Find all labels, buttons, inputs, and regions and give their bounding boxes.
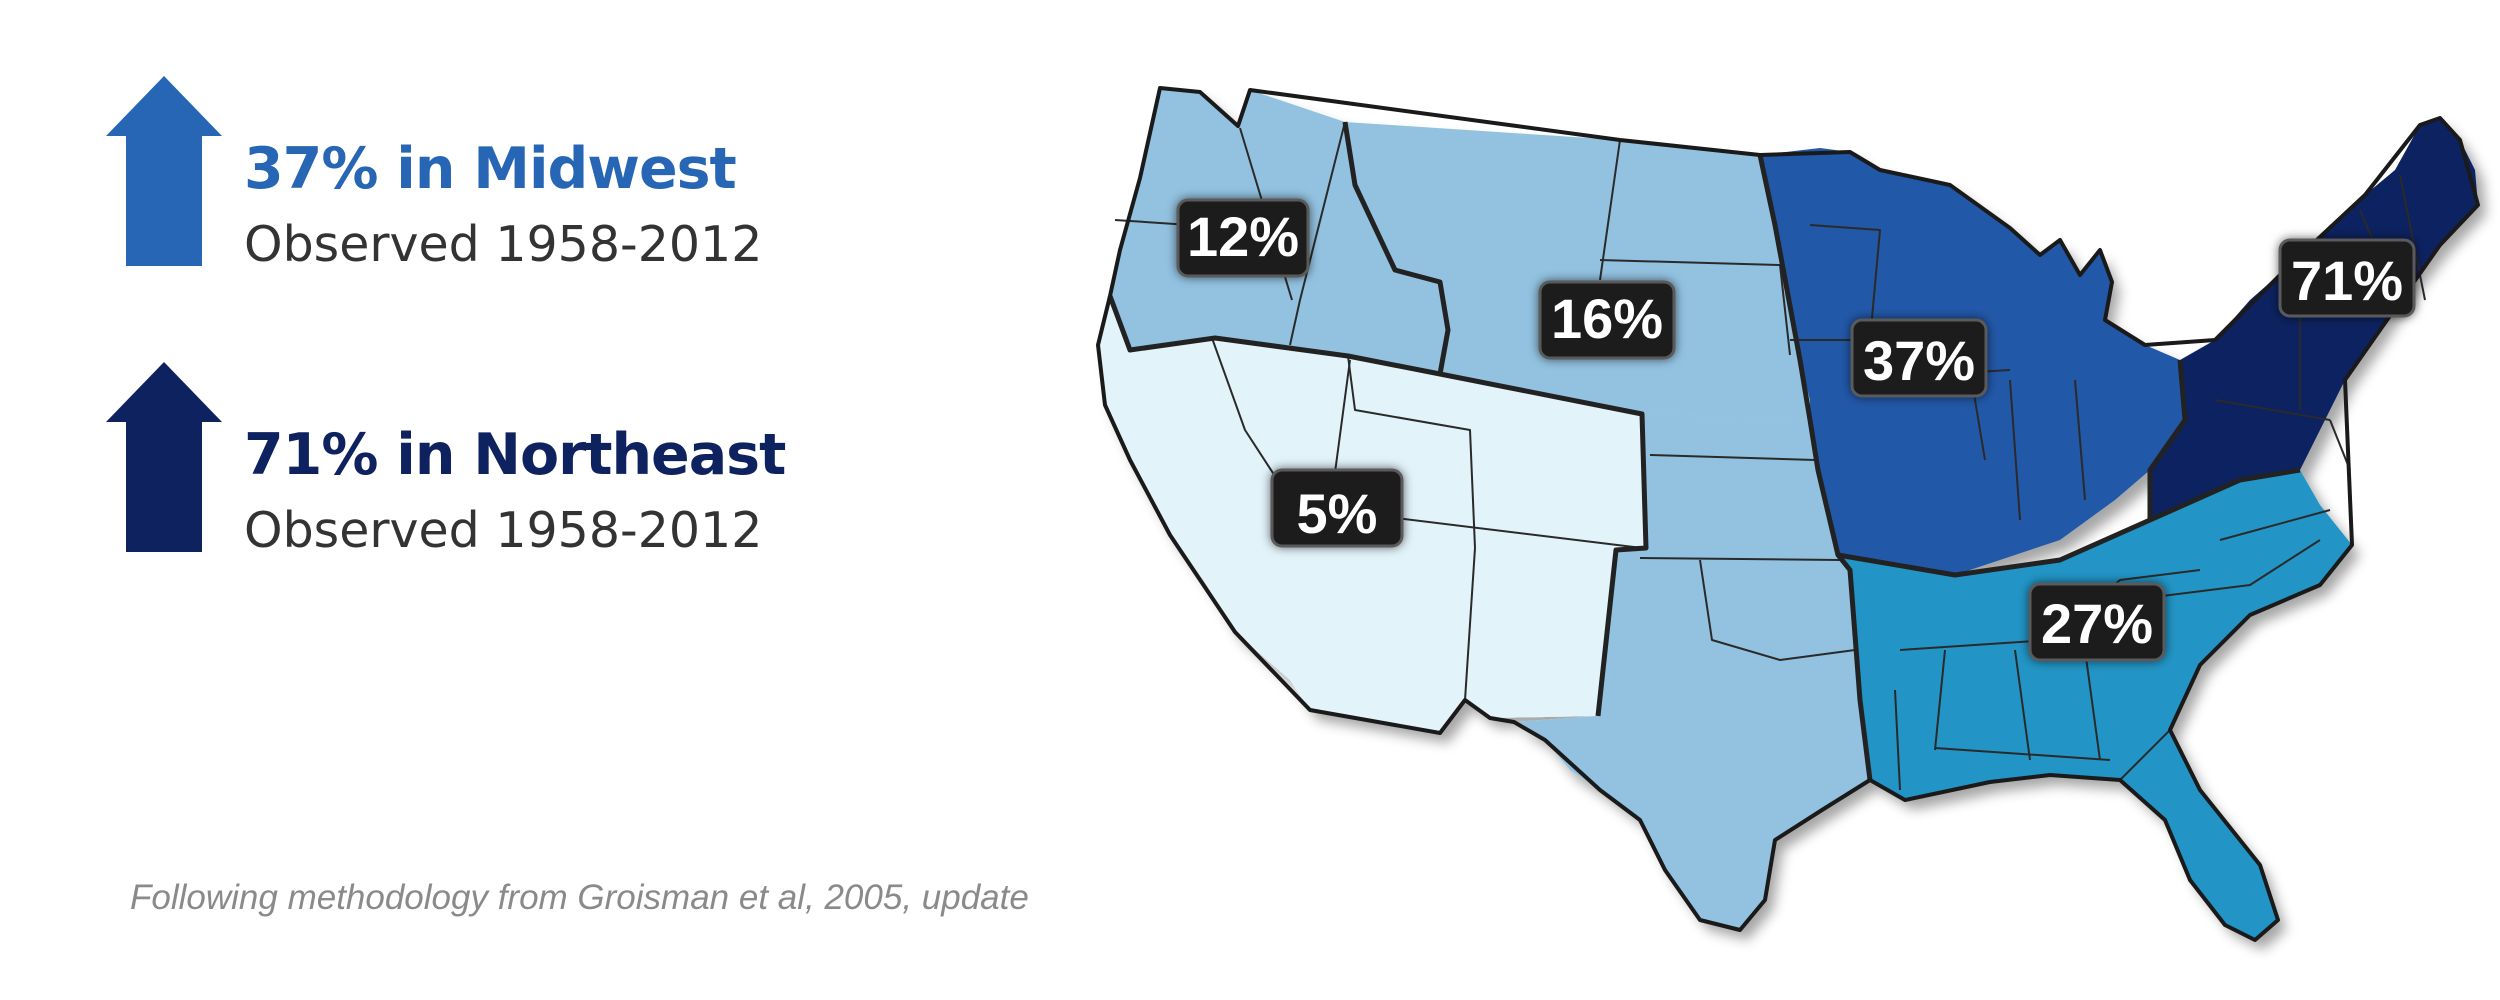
region-label-northeast: 71% <box>2278 238 2416 318</box>
methodology-credit: Following methodology from Groisman et a… <box>130 878 1029 917</box>
region-label-southwest: 5% <box>1270 468 1404 548</box>
callout-midwest: 37% in Midwest Observed 1958-2012 <box>104 74 1004 274</box>
region-label-southeast: 27% <box>2028 582 2166 662</box>
svg-text:71%: 71% <box>2291 249 2403 312</box>
region-boundaries <box>1107 121 2301 781</box>
callout-subtitle: Observed 1958-2012 <box>244 502 763 559</box>
region-label-northwest: 12% <box>1176 198 1310 278</box>
callout-subtitle: Observed 1958-2012 <box>244 216 763 273</box>
state-lines <box>1114 121 2426 791</box>
region-label-midwest: 37% <box>1850 318 1988 398</box>
svg-text:12%: 12% <box>1187 205 1299 268</box>
svg-text:16%: 16% <box>1551 287 1663 350</box>
up-arrow-icon <box>106 76 222 266</box>
region-northeast <box>2150 118 2478 520</box>
region-gp-north <box>1345 122 1810 420</box>
svg-text:37%: 37% <box>1863 329 1975 392</box>
country-outline <box>1096 86 2480 942</box>
callout-headline: 37% in Midwest <box>244 136 737 202</box>
region-label-gp-north: 16% <box>1538 280 1676 360</box>
up-arrow-icon <box>106 362 222 552</box>
region-labels: 12% 16% 5% 37% 71% 27% <box>1176 198 2416 662</box>
svg-text:5%: 5% <box>1297 482 1378 545</box>
region-gp-south <box>1514 414 1870 930</box>
callout-northeast: 71% in Northeast Observed 1958-2012 <box>104 360 1004 560</box>
callout-headline: 71% in Northeast <box>244 422 786 488</box>
svg-text:27%: 27% <box>2041 592 2153 655</box>
